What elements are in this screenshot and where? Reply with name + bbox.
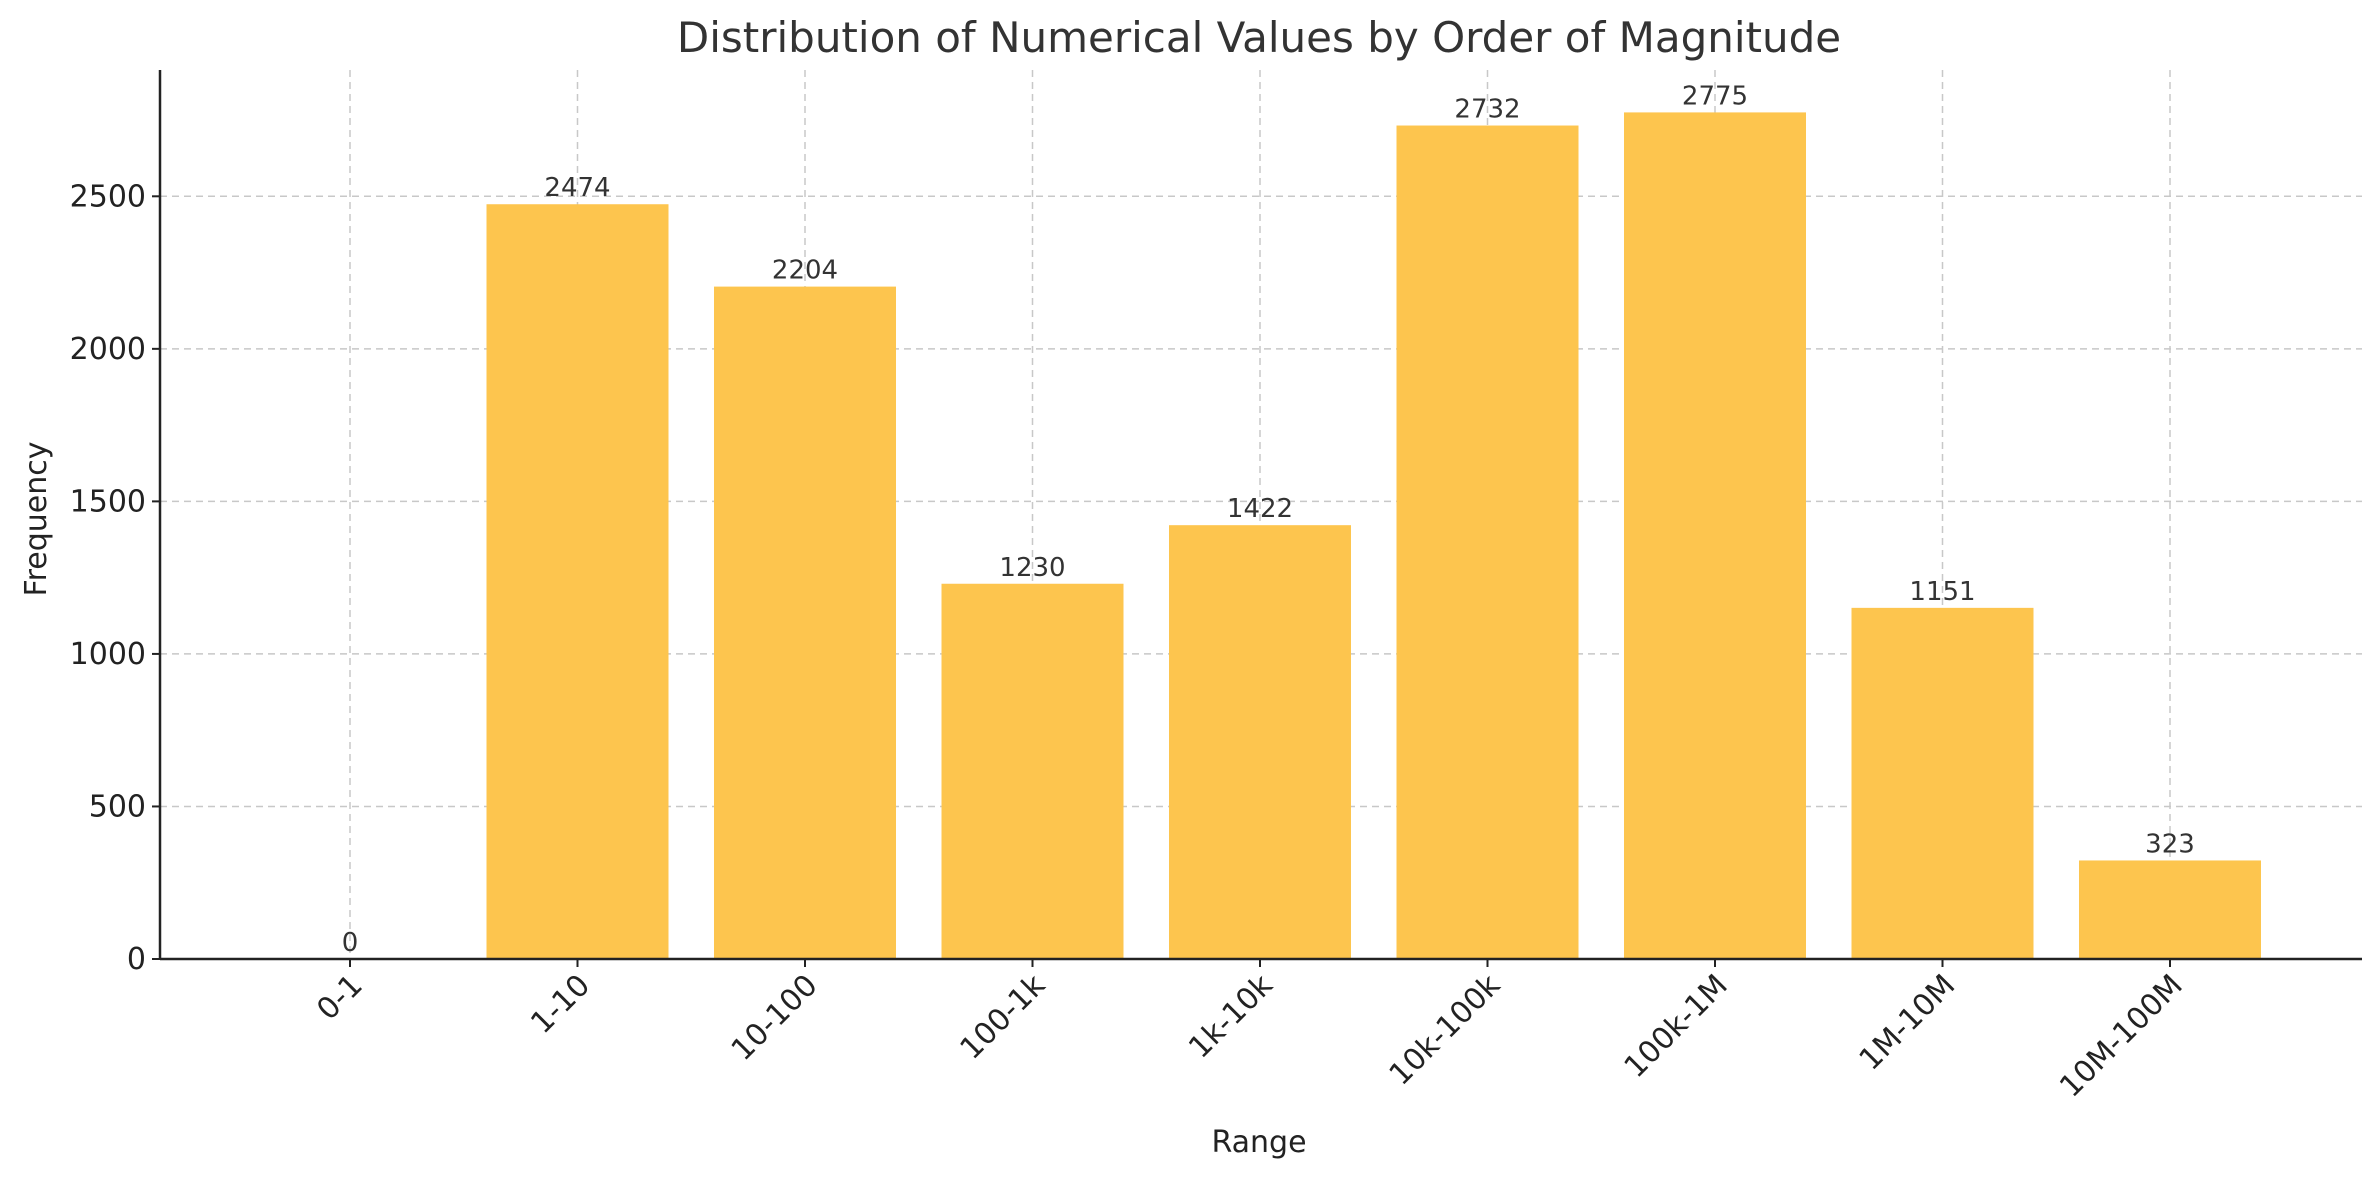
x-tick-label: 1k-10k — [1182, 967, 1280, 1065]
data-label: 1230 — [999, 553, 1065, 583]
bar-10k-100k — [1396, 125, 1579, 960]
bar-100k-1M — [1624, 112, 1806, 960]
bar-1M-10M — [1851, 607, 2034, 959]
x-tick-label: 1-10 — [524, 968, 597, 1041]
y-tick-label: 1500 — [70, 484, 146, 519]
data-label: 1422 — [1227, 494, 1293, 524]
x-tick-label: 1M-10M — [1853, 968, 1963, 1078]
data-label: 2204 — [772, 256, 838, 286]
y-tick-label: 500 — [89, 789, 146, 824]
x-tick-label: 10k-100k — [1383, 967, 1508, 1092]
bar-1-10 — [486, 204, 669, 959]
y-axis-title: Frequency — [19, 442, 54, 597]
x-tick-label: 100k-1M — [1618, 968, 1735, 1085]
data-label: 1151 — [1909, 577, 1975, 607]
data-label: 0 — [342, 928, 359, 958]
bar-10M-100M — [2079, 860, 2261, 959]
bar-100-1k — [941, 583, 1124, 959]
x-axis-title: Range — [1211, 1125, 1306, 1160]
x-tick-label: 10-100 — [725, 968, 825, 1068]
x-tick-label: 0-1 — [310, 968, 369, 1027]
data-label: 323 — [2145, 829, 2195, 859]
bar-10-100 — [714, 286, 896, 959]
y-tick-label: 0 — [127, 942, 146, 977]
x-tick-label: 100-1k — [953, 967, 1052, 1066]
data-label: 2775 — [1682, 81, 1748, 111]
bar-1k-10k — [1169, 525, 1351, 959]
bars — [486, 112, 2261, 960]
data-labels: 0 2474 2204 1230 1422 2732 2775 1151 323 — [342, 81, 2195, 958]
chart-title: Distribution of Numerical Values by Orde… — [677, 13, 1841, 62]
x-tick-label: 10M-100M — [2053, 968, 2189, 1104]
y-tick-label: 2000 — [70, 332, 146, 367]
data-label: 2732 — [1454, 95, 1520, 125]
data-label: 2474 — [544, 173, 610, 203]
y-tick-label: 2500 — [70, 179, 146, 214]
y-tick-label: 1000 — [70, 637, 146, 672]
